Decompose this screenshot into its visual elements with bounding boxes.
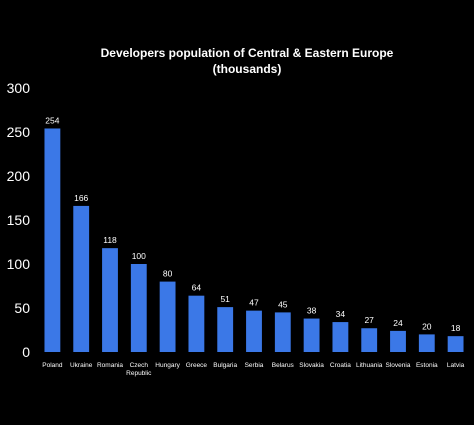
chart-title-line-1: Developers population of Central & Easte… [101, 46, 394, 60]
x-tick-label: Republic [126, 370, 152, 377]
bar [188, 295, 205, 352]
bar [159, 281, 176, 352]
bar [332, 322, 349, 352]
data-label: 18 [451, 323, 461, 333]
data-labels: 254 166 118 100 80 64 51 47 45 38 34 27 24 20 18 [45, 115, 460, 333]
data-label: 80 [163, 269, 173, 279]
bar [447, 336, 464, 352]
data-label: 27 [364, 315, 374, 325]
y-tick-label: 250 [7, 124, 31, 140]
data-label: 45 [278, 299, 288, 309]
x-tick-label: Serbia [245, 362, 264, 369]
bars [44, 128, 464, 352]
data-label: 34 [336, 309, 346, 319]
x-axis: Poland Ukraine Romania CzechRepublicHungary… [42, 362, 464, 377]
data-label: 166 [74, 193, 88, 203]
x-tick-label: Belarus [272, 362, 295, 369]
data-label: 20 [422, 321, 432, 331]
data-label: 100 [132, 251, 146, 261]
data-label: 38 [307, 306, 317, 316]
x-tick-label: Hungary [155, 362, 180, 369]
data-label: 118 [103, 235, 117, 245]
x-tick-label: Slovakia [299, 362, 324, 369]
bar [217, 307, 234, 352]
x-tick-label: Lithuania [356, 362, 383, 369]
y-axis: 0 50 100 150 200 250 300 [7, 80, 31, 360]
chart-title-line-2: (thousands) [213, 62, 282, 76]
bar [390, 330, 406, 352]
y-tick-label: 100 [7, 256, 31, 272]
bar [303, 318, 320, 352]
bar [274, 312, 291, 352]
x-tick-label: Ukraine [70, 362, 93, 369]
x-tick-label: Bulgaria [213, 362, 237, 369]
x-tick-label: Latvia [447, 362, 465, 369]
x-tick-label: Croatia [330, 362, 351, 369]
bar [246, 310, 262, 352]
data-label: 254 [45, 115, 59, 125]
bar [102, 248, 118, 352]
x-tick-label: Slovenia [386, 362, 411, 369]
data-label: 24 [393, 318, 403, 328]
data-label: 64 [192, 283, 202, 293]
bar [130, 264, 147, 352]
y-tick-label: 150 [7, 212, 31, 228]
x-tick-label: Czech [130, 362, 149, 369]
x-tick-label: Poland [42, 362, 63, 369]
x-tick-label: Romania [97, 362, 123, 369]
bar [361, 328, 378, 352]
y-tick-label: 50 [14, 300, 30, 316]
x-tick-label: Greece [186, 362, 208, 369]
y-tick-label: 300 [7, 80, 31, 96]
y-tick-label: 0 [22, 344, 30, 360]
bar [418, 334, 435, 352]
data-label: 47 [249, 298, 259, 308]
x-tick-label: Estonia [416, 362, 438, 369]
bar [73, 205, 90, 352]
y-tick-label: 200 [7, 168, 31, 184]
bar [44, 128, 61, 352]
data-label: 51 [220, 294, 230, 304]
